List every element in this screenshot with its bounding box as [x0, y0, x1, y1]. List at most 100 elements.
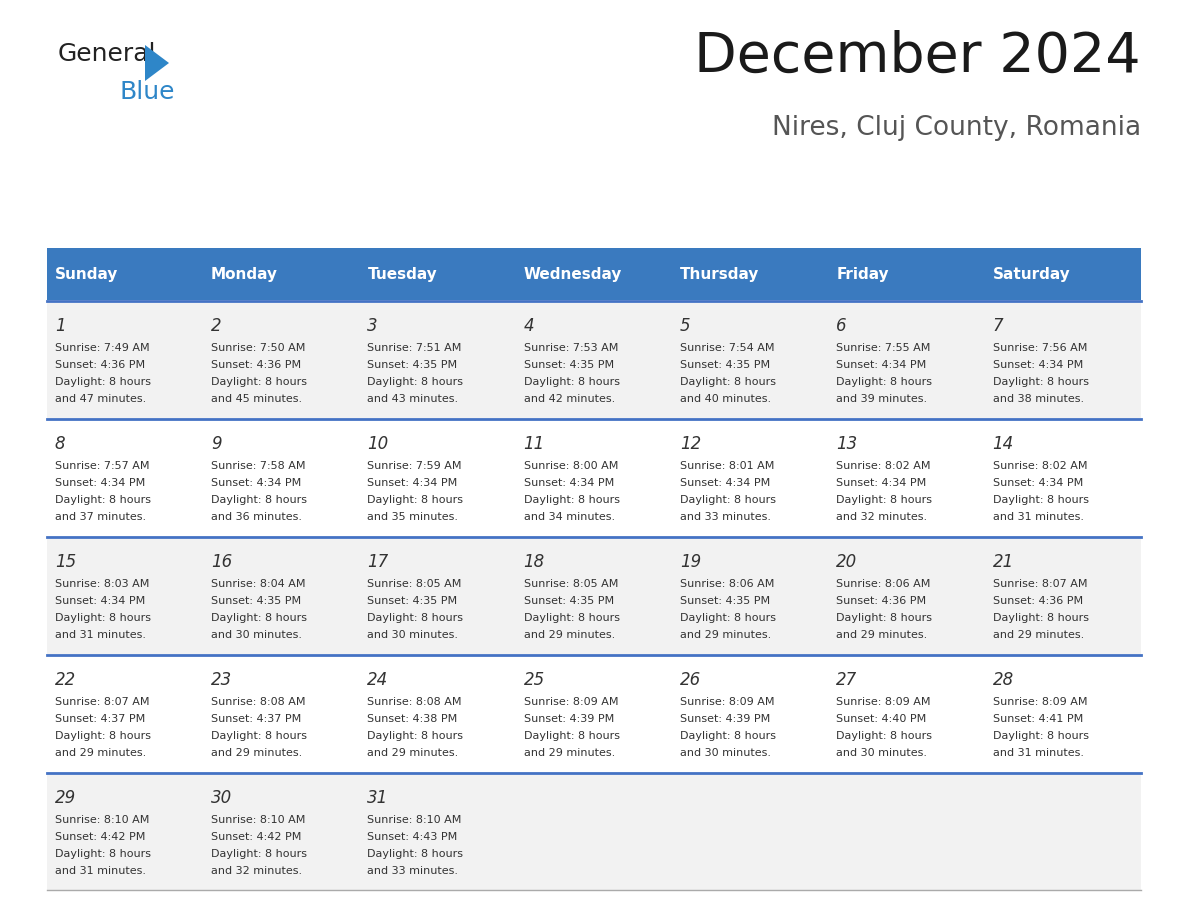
Bar — [48, 303, 203, 418]
Text: Sunset: 4:34 PM: Sunset: 4:34 PM — [367, 478, 457, 488]
Text: Daylight: 8 hours: Daylight: 8 hours — [836, 377, 933, 387]
Text: Sunrise: 7:55 AM: Sunrise: 7:55 AM — [836, 343, 930, 353]
Bar — [516, 657, 672, 772]
Text: 19: 19 — [680, 553, 701, 571]
Polygon shape — [145, 45, 169, 81]
Text: Tuesday: Tuesday — [367, 266, 437, 282]
Text: and 35 minutes.: and 35 minutes. — [367, 512, 459, 522]
Text: Sunset: 4:34 PM: Sunset: 4:34 PM — [55, 596, 145, 606]
Text: Daylight: 8 hours: Daylight: 8 hours — [55, 377, 151, 387]
Text: Daylight: 8 hours: Daylight: 8 hours — [836, 613, 933, 623]
Text: Sunrise: 7:56 AM: Sunrise: 7:56 AM — [992, 343, 1087, 353]
Text: Wednesday: Wednesday — [524, 266, 623, 282]
Text: and 45 minutes.: and 45 minutes. — [211, 394, 302, 404]
Text: 1: 1 — [55, 317, 65, 335]
Text: and 30 minutes.: and 30 minutes. — [836, 748, 928, 758]
Text: Sunrise: 8:10 AM: Sunrise: 8:10 AM — [367, 815, 462, 825]
Bar — [672, 248, 828, 300]
Text: Daylight: 8 hours: Daylight: 8 hours — [524, 731, 620, 741]
Text: Sunrise: 8:09 AM: Sunrise: 8:09 AM — [992, 697, 1087, 707]
Bar — [48, 539, 203, 654]
Text: Sunrise: 7:57 AM: Sunrise: 7:57 AM — [55, 461, 150, 471]
Text: Sunset: 4:41 PM: Sunset: 4:41 PM — [992, 714, 1082, 724]
Text: and 36 minutes.: and 36 minutes. — [211, 512, 302, 522]
Text: Sunset: 4:42 PM: Sunset: 4:42 PM — [211, 832, 302, 842]
Bar — [828, 539, 985, 654]
Text: Daylight: 8 hours: Daylight: 8 hours — [680, 377, 776, 387]
Text: Daylight: 8 hours: Daylight: 8 hours — [367, 613, 463, 623]
Text: and 29 minutes.: and 29 minutes. — [524, 630, 615, 640]
Text: Sunset: 4:36 PM: Sunset: 4:36 PM — [836, 596, 927, 606]
Text: Sunset: 4:39 PM: Sunset: 4:39 PM — [680, 714, 770, 724]
Text: Daylight: 8 hours: Daylight: 8 hours — [211, 613, 308, 623]
Text: Sunset: 4:34 PM: Sunset: 4:34 PM — [992, 478, 1082, 488]
Bar — [48, 775, 203, 890]
Text: Sunrise: 8:07 AM: Sunrise: 8:07 AM — [55, 697, 150, 707]
Text: Sunrise: 8:10 AM: Sunrise: 8:10 AM — [55, 815, 150, 825]
Text: Sunrise: 8:07 AM: Sunrise: 8:07 AM — [992, 579, 1087, 589]
Text: Daylight: 8 hours: Daylight: 8 hours — [211, 849, 308, 859]
Bar — [672, 303, 828, 418]
Text: 23: 23 — [211, 671, 233, 689]
Text: Daylight: 8 hours: Daylight: 8 hours — [367, 849, 463, 859]
Bar — [516, 303, 672, 418]
Text: and 33 minutes.: and 33 minutes. — [367, 866, 459, 876]
Text: and 29 minutes.: and 29 minutes. — [680, 630, 771, 640]
Bar — [828, 303, 985, 418]
Text: Sunset: 4:34 PM: Sunset: 4:34 PM — [836, 478, 927, 488]
Text: Sunrise: 7:53 AM: Sunrise: 7:53 AM — [524, 343, 618, 353]
Text: 16: 16 — [211, 553, 233, 571]
Text: Daylight: 8 hours: Daylight: 8 hours — [211, 495, 308, 505]
Text: and 29 minutes.: and 29 minutes. — [55, 748, 146, 758]
Text: 8: 8 — [55, 435, 65, 453]
Text: Daylight: 8 hours: Daylight: 8 hours — [680, 731, 776, 741]
Text: Sunrise: 8:08 AM: Sunrise: 8:08 AM — [211, 697, 305, 707]
Text: Sunrise: 8:04 AM: Sunrise: 8:04 AM — [211, 579, 305, 589]
Bar — [360, 303, 516, 418]
Text: Sunset: 4:34 PM: Sunset: 4:34 PM — [211, 478, 302, 488]
Text: 17: 17 — [367, 553, 388, 571]
Text: and 30 minutes.: and 30 minutes. — [680, 748, 771, 758]
Text: Daylight: 8 hours: Daylight: 8 hours — [367, 377, 463, 387]
Bar — [985, 303, 1140, 418]
Text: 11: 11 — [524, 435, 545, 453]
Text: Daylight: 8 hours: Daylight: 8 hours — [992, 377, 1088, 387]
Text: Friday: Friday — [836, 266, 889, 282]
Text: Sunset: 4:34 PM: Sunset: 4:34 PM — [524, 478, 614, 488]
Text: 28: 28 — [992, 671, 1013, 689]
Bar — [203, 303, 360, 418]
Text: 18: 18 — [524, 553, 545, 571]
Text: Monday: Monday — [211, 266, 278, 282]
Bar — [672, 421, 828, 536]
Text: Daylight: 8 hours: Daylight: 8 hours — [524, 377, 620, 387]
Text: Sunrise: 8:03 AM: Sunrise: 8:03 AM — [55, 579, 150, 589]
Text: and 29 minutes.: and 29 minutes. — [524, 748, 615, 758]
Bar — [828, 657, 985, 772]
Text: and 32 minutes.: and 32 minutes. — [836, 512, 928, 522]
Text: 10: 10 — [367, 435, 388, 453]
Text: Sunrise: 8:06 AM: Sunrise: 8:06 AM — [836, 579, 930, 589]
Text: Daylight: 8 hours: Daylight: 8 hours — [680, 613, 776, 623]
Text: Sunrise: 8:05 AM: Sunrise: 8:05 AM — [524, 579, 618, 589]
Bar — [48, 248, 203, 300]
Text: Sunset: 4:35 PM: Sunset: 4:35 PM — [680, 360, 770, 370]
Text: 25: 25 — [524, 671, 545, 689]
Bar — [985, 421, 1140, 536]
Bar — [516, 539, 672, 654]
Text: Sunset: 4:35 PM: Sunset: 4:35 PM — [367, 596, 457, 606]
Text: and 47 minutes.: and 47 minutes. — [55, 394, 146, 404]
Text: 22: 22 — [55, 671, 76, 689]
Text: and 29 minutes.: and 29 minutes. — [367, 748, 459, 758]
Text: Daylight: 8 hours: Daylight: 8 hours — [992, 731, 1088, 741]
Text: and 31 minutes.: and 31 minutes. — [992, 748, 1083, 758]
Text: and 29 minutes.: and 29 minutes. — [992, 630, 1083, 640]
Bar — [985, 775, 1140, 890]
Text: Daylight: 8 hours: Daylight: 8 hours — [211, 377, 308, 387]
Text: 2: 2 — [211, 317, 222, 335]
Text: Blue: Blue — [120, 80, 176, 104]
Bar — [203, 421, 360, 536]
Text: Nires, Cluj County, Romania: Nires, Cluj County, Romania — [772, 115, 1140, 141]
Text: Sunset: 4:35 PM: Sunset: 4:35 PM — [211, 596, 302, 606]
Text: Sunset: 4:35 PM: Sunset: 4:35 PM — [367, 360, 457, 370]
Text: Sunrise: 8:02 AM: Sunrise: 8:02 AM — [836, 461, 930, 471]
